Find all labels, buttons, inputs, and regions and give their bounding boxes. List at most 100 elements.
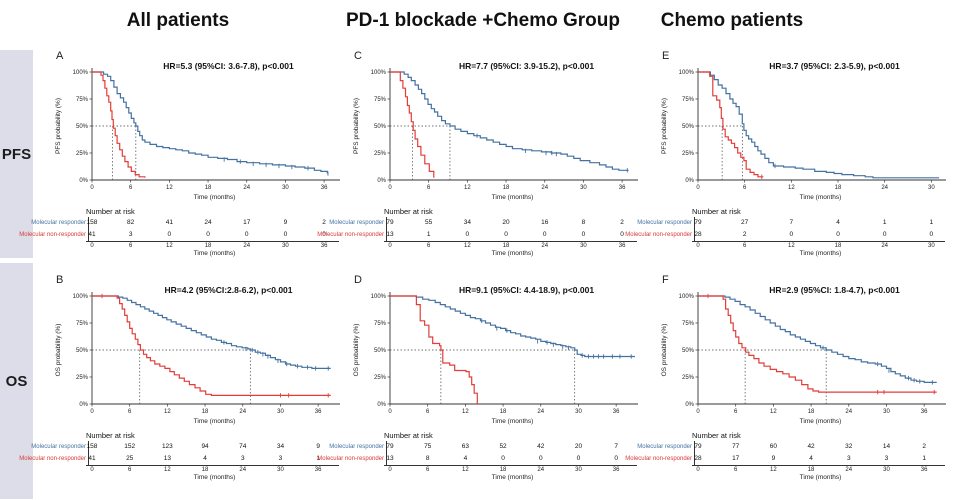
- risk-table-header: Number at risk: [86, 207, 135, 216]
- risk-axis-segment: [88, 441, 89, 465]
- risk-x-axis: [86, 465, 339, 466]
- risk-x-axis-label: Time (months): [193, 474, 236, 481]
- risk-x-axis: [692, 241, 945, 242]
- risk-x-tick-label: 18: [834, 243, 842, 249]
- panel-letter: E: [662, 50, 670, 62]
- risk-x-tick-label: 0: [696, 467, 700, 473]
- risk-table-header: Number at risk: [692, 207, 741, 216]
- km-panel-a: A 100% 75% 50% 25% 0% 0 6 12 18 24 30 36 Time (months…: [19, 50, 347, 264]
- risk-row-label-non_responder: Molecular non-responder: [19, 232, 86, 238]
- y-tick-label: 50%: [76, 348, 89, 354]
- x-tick-label: 0: [388, 409, 392, 415]
- risk-table-header: Number at risk: [384, 207, 433, 216]
- risk-count: 25: [126, 455, 134, 462]
- x-tick-label: 12: [464, 185, 471, 191]
- risk-count: 152: [124, 443, 136, 450]
- risk-count: 0: [836, 231, 840, 238]
- risk-axis-segment: [386, 217, 387, 241]
- km-curve-non_responder: [92, 71, 146, 178]
- risk-count: 34: [463, 219, 471, 226]
- risk-count: 1: [316, 455, 320, 462]
- risk-count: 28: [694, 455, 702, 462]
- risk-row-non_responder: Molecular non-responder 41 25 13 4 3 3 1: [19, 453, 347, 465]
- risk-count: 0: [620, 231, 624, 238]
- risk-count: 52: [499, 443, 507, 450]
- risk-x-axis: [384, 465, 637, 466]
- panel-letter: A: [56, 50, 64, 62]
- risk-x-axis-label: Time (months): [799, 250, 842, 257]
- risk-x-tick-label: 0: [90, 243, 94, 249]
- km-panel-b: B 100% 75% 50% 25% 0% 0 6 12 18 24 30 36 Time (months…: [19, 274, 347, 488]
- column-header-pd1-chemo: PD-1 blockade +Chemo Group: [346, 10, 620, 31]
- km-curve-responder: [698, 71, 940, 179]
- risk-x-tick-label: 12: [770, 467, 777, 473]
- risk-x-tick-label: 6: [734, 467, 738, 473]
- risk-x-tick-label: 30: [883, 467, 890, 473]
- risk-count: 0: [882, 231, 887, 238]
- risk-x-tick-label: 36: [920, 467, 928, 473]
- row-label-os: OS: [0, 263, 33, 499]
- risk-table-header: Number at risk: [86, 431, 135, 440]
- km-panel-d: D 100% 75% 50% 25% 0% 0 6 12 18 24 30 36 Time (months…: [317, 274, 645, 488]
- km-curve-non_responder: [390, 295, 478, 404]
- risk-count: 1: [922, 455, 926, 462]
- km-curve-non_responder: [698, 295, 937, 393]
- risk-row-responder: Molecular responder 79 75 63 52 42 20 7: [329, 441, 645, 453]
- risk-count: 0: [538, 455, 543, 462]
- x-tick-label: 30: [580, 185, 587, 191]
- risk-x-tick-label: 24: [537, 467, 545, 473]
- risk-row-responder: Molecular responder 158 82 41 24 17 9 2: [31, 217, 347, 229]
- km-plot: 100% 75% 50% 25% 0%0 6 12 18 24 30 36 Time (months)…: [353, 61, 638, 201]
- risk-count: 158: [86, 443, 98, 450]
- x-tick-label: 0: [90, 185, 94, 191]
- risk-x-axis: [86, 241, 339, 242]
- risk-count: 9: [316, 443, 320, 450]
- x-tick-label: 36: [619, 185, 626, 191]
- km-curve-responder: [92, 71, 328, 174]
- y-tick-label: 100%: [679, 294, 695, 300]
- panel-letter: F: [662, 274, 669, 286]
- risk-count: 20: [574, 443, 583, 450]
- y-tick-label: 75%: [76, 97, 89, 103]
- risk-x-tick-label: 6: [128, 467, 132, 473]
- y-tick-label: 50%: [76, 124, 89, 130]
- y-axis-label: PFS probability (%): [55, 98, 62, 154]
- risk-x-tick-label: 36: [612, 467, 620, 473]
- x-tick-label: 24: [845, 409, 852, 415]
- risk-count: 2: [742, 231, 747, 238]
- risk-count: 4: [836, 219, 840, 226]
- y-tick-label: 50%: [374, 124, 387, 130]
- risk-row-label-responder: Molecular responder: [329, 444, 384, 450]
- risk-row-label-responder: Molecular responder: [329, 220, 384, 226]
- risk-row-label-non_responder: Molecular non-responder: [625, 456, 692, 462]
- risk-row-responder: Molecular responder 158 152 123 94 74 34 9: [31, 441, 347, 453]
- risk-x-axis-label: Time (months): [491, 250, 534, 257]
- risk-x-tick-label: 12: [464, 243, 471, 249]
- x-tick-label: 18: [808, 409, 815, 415]
- km-plot: 100% 75% 50% 25% 0%0 6 12 18 24 30 36 Time (months)…: [55, 285, 340, 425]
- risk-count: 123: [161, 443, 173, 450]
- x-tick-label: 18: [835, 185, 842, 191]
- risk-count: 1: [426, 231, 431, 238]
- km-plot: 100% 75% 50% 25% 0%0 6 12 18 24 30 36 Time (months)…: [661, 285, 946, 425]
- y-tick-label: 75%: [374, 321, 387, 327]
- x-tick-label: 12: [462, 409, 469, 415]
- x-tick-label: 30: [575, 409, 582, 415]
- risk-table: Number at risk Molecular responder 79 55 34 2…: [317, 207, 645, 257]
- risk-x-ticks: 0 6 12 18 24 30 36 Time (months): [52, 242, 347, 257]
- risk-row-responder: Molecular responder 79 77 60 42 32 14 2: [637, 441, 953, 453]
- panel-letter: D: [354, 274, 362, 286]
- risk-x-tick-label: 24: [541, 243, 549, 249]
- risk-count: 13: [386, 231, 394, 238]
- km-panel-c: C 100% 75% 50% 25% 0% 0 6 12 18 24 30 36 Time (months…: [317, 50, 645, 264]
- x-tick-label: 6: [743, 185, 747, 191]
- risk-axis-segment: [694, 441, 695, 465]
- y-tick-label: 25%: [682, 375, 695, 381]
- risk-count: 41: [165, 219, 173, 226]
- risk-x-tick-label: 12: [462, 467, 469, 473]
- hr-annotation: HR=4.2 (95%CI:2.8-6.2), p<0.001: [164, 285, 292, 295]
- risk-count: 4: [463, 455, 468, 462]
- risk-table-header: Number at risk: [384, 431, 433, 440]
- y-tick-label: 25%: [374, 151, 387, 157]
